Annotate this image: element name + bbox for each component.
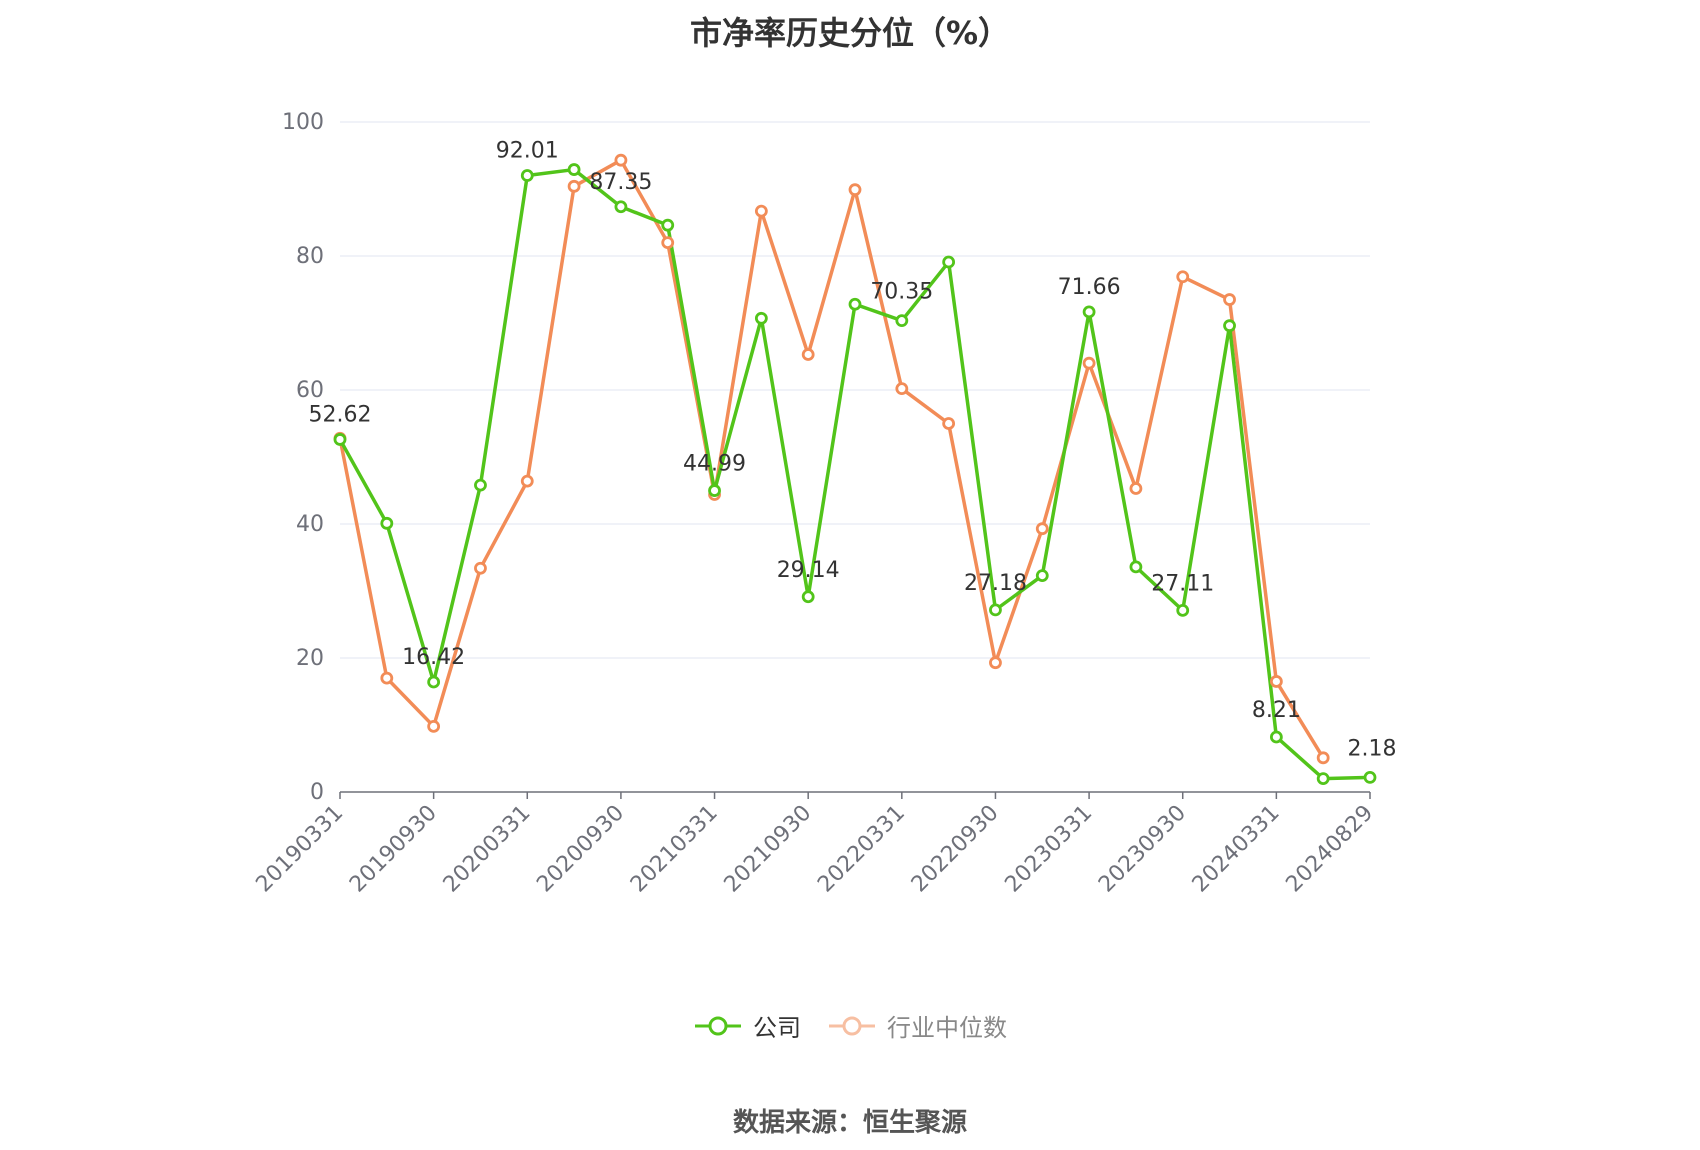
data-point-industry-median[interactable] <box>754 204 768 218</box>
y-tick-label: 100 <box>282 110 324 135</box>
data-point-company[interactable] <box>474 478 487 492</box>
data-point-industry-median[interactable] <box>942 417 956 430</box>
legend-line-circle-icon <box>829 1016 875 1035</box>
data-point-company[interactable] <box>520 169 534 182</box>
data-point-company[interactable] <box>754 311 768 325</box>
legend-item-company[interactable]: 公司 <box>693 1008 801 1043</box>
data-label: 8.21 <box>1252 698 1301 723</box>
x-tick-label: 20210331 <box>626 801 723 898</box>
data-point-industry-median[interactable] <box>1129 482 1143 495</box>
legend-line-circle-icon <box>695 1016 741 1035</box>
data-point-industry-median[interactable] <box>1269 675 1283 688</box>
data-point-industry-median[interactable] <box>474 561 487 575</box>
data-label: 44.99 <box>683 452 746 477</box>
y-tick-label: 60 <box>296 378 324 403</box>
data-point-company[interactable] <box>1176 603 1190 617</box>
series-line-company <box>338 167 1371 781</box>
data-point-company[interactable] <box>848 297 862 311</box>
y-tick-label: 20 <box>296 646 324 671</box>
data-point-industry-median[interactable] <box>1035 522 1049 536</box>
legend-label-company: 公司 <box>753 1014 801 1042</box>
series-lines <box>338 158 1371 781</box>
data-point-company[interactable] <box>567 163 581 176</box>
data-point-industry-median[interactable] <box>1223 293 1236 306</box>
data-label: 71.66 <box>1058 275 1121 300</box>
data-point-company[interactable] <box>614 200 628 214</box>
data-label: 27.11 <box>1151 571 1214 596</box>
data-point-industry-median[interactable] <box>989 656 1002 670</box>
x-tick-label: 20230331 <box>1000 801 1097 898</box>
data-point-company[interactable] <box>801 590 815 604</box>
x-tick-label: 20200930 <box>532 801 629 898</box>
data-point-industry-median[interactable] <box>567 179 581 193</box>
y-tick-label: 0 <box>310 780 324 805</box>
data-point-industry-median[interactable] <box>895 382 909 396</box>
data-point-company[interactable] <box>1269 730 1283 744</box>
data-point-company[interactable] <box>1363 770 1377 784</box>
data-point-company[interactable] <box>1035 569 1049 582</box>
data-label: 52.62 <box>309 402 372 427</box>
data-label: 29.14 <box>777 558 840 583</box>
data-point-company[interactable] <box>989 603 1002 617</box>
data-point-industry-median[interactable] <box>801 348 815 361</box>
x-tick-label: 20200331 <box>439 801 536 898</box>
data-point-company[interactable] <box>1129 560 1143 574</box>
data-label: 92.01 <box>496 139 559 164</box>
x-tick-label: 20230930 <box>1094 801 1191 898</box>
data-point-company[interactable] <box>380 516 394 530</box>
y-tick-label: 40 <box>296 512 324 537</box>
data-point-industry-median[interactable] <box>661 236 675 250</box>
series-line-industry-median <box>338 158 1325 759</box>
x-tick-label: 20190930 <box>345 801 442 898</box>
series-markers <box>333 153 1377 785</box>
data-point-company[interactable] <box>1223 319 1236 333</box>
chart-title: 市净率历史分位（%） <box>689 14 1011 52</box>
data-point-company[interactable] <box>942 255 956 269</box>
data-labels: 52.62 16.42 92.01 87.35 44.99 29.14 70.35 27.18… <box>309 139 1397 762</box>
data-point-industry-median[interactable] <box>848 183 862 197</box>
legend-item-industry-median[interactable]: 行业中位数 <box>827 1008 1007 1043</box>
data-point-industry-median[interactable] <box>614 153 628 167</box>
data-point-industry-median[interactable] <box>1176 270 1190 284</box>
data-point-company[interactable] <box>895 314 909 328</box>
data-point-industry-median[interactable] <box>1316 751 1330 765</box>
data-point-company[interactable] <box>427 675 441 689</box>
grid-lines <box>340 121 1370 659</box>
data-point-company[interactable] <box>1316 772 1330 785</box>
y-tick-label: 80 <box>296 244 324 269</box>
source-note: 数据来源：恒生聚源 <box>732 1108 967 1138</box>
data-point-industry-median[interactable] <box>427 719 441 733</box>
data-label: 2.18 <box>1348 736 1397 761</box>
data-point-industry-median[interactable] <box>1082 356 1096 370</box>
data-point-company[interactable] <box>661 218 675 232</box>
data-point-industry-median[interactable] <box>520 474 534 488</box>
data-label: 87.35 <box>589 170 652 195</box>
data-point-company[interactable] <box>1082 305 1096 319</box>
data-label: 16.42 <box>402 645 465 670</box>
axes: 0 20 40 60 80 100 2019033120190930202003312020… <box>251 110 1378 897</box>
x-tick-label: 20240331 <box>1188 801 1285 898</box>
x-tick-label: 20220930 <box>907 801 1004 898</box>
x-tick-label: 20220331 <box>813 801 910 898</box>
data-label: 70.35 <box>870 280 933 305</box>
x-tick-label: 20190331 <box>251 801 348 898</box>
data-point-company[interactable] <box>708 484 721 497</box>
legend-label-industry-median: 行业中位数 <box>887 1014 1007 1042</box>
x-tick-label: 20210930 <box>720 801 817 898</box>
data-point-industry-median[interactable] <box>380 671 394 685</box>
x-tick-label: 20240829 <box>1281 801 1378 898</box>
legend: 公司 行业中位数 <box>0 1008 1700 1043</box>
data-point-company[interactable] <box>333 433 347 446</box>
data-label: 27.18 <box>964 571 1027 596</box>
